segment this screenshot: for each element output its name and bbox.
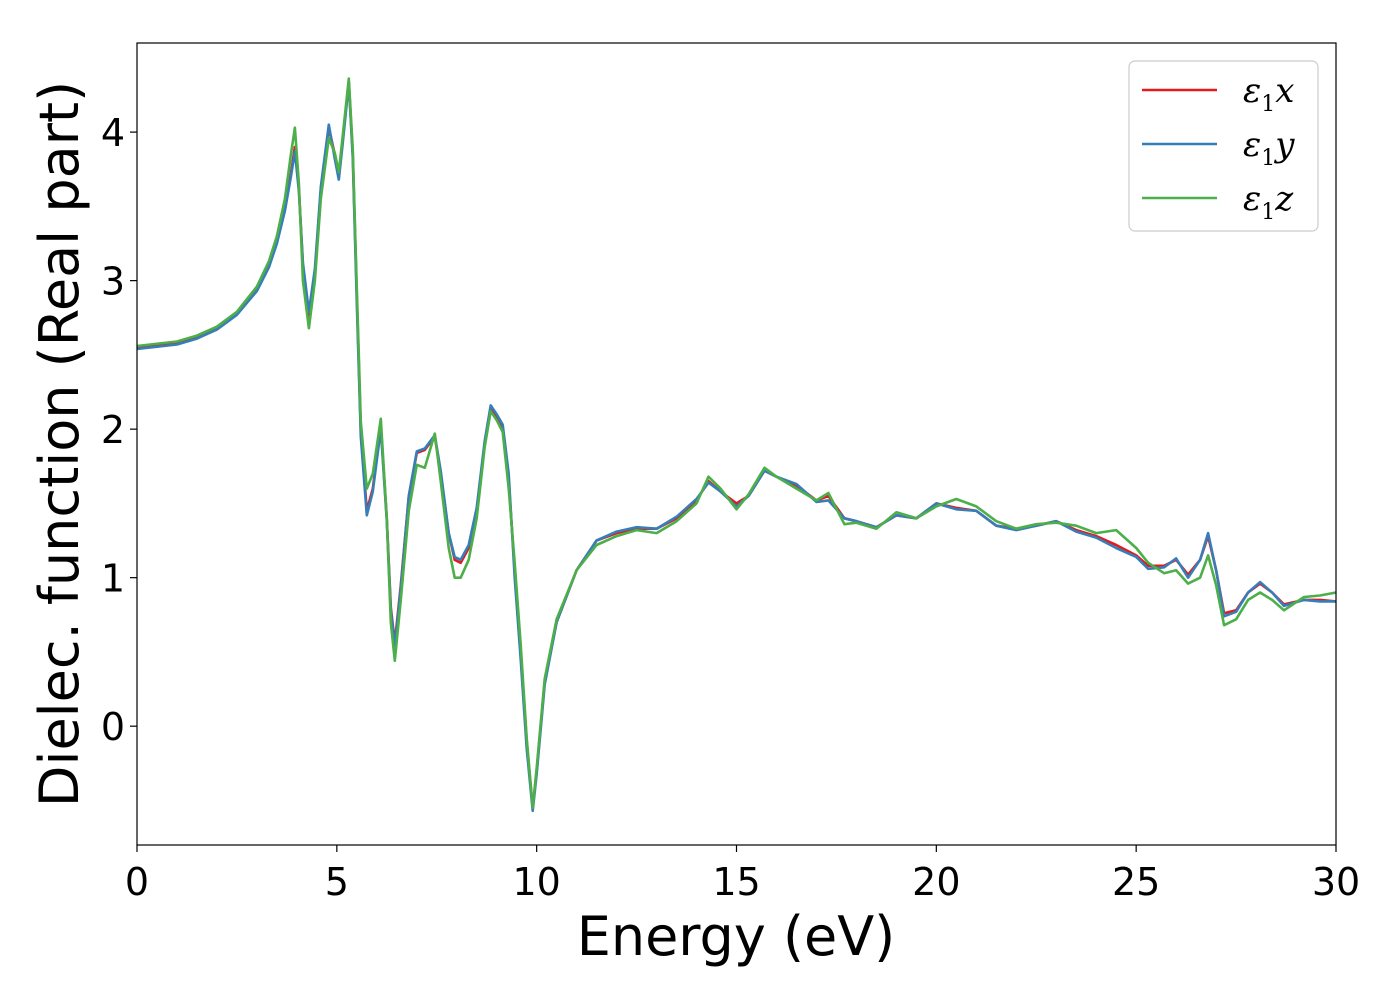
x-axis-ticks: 0 5 10 15 20 25 30 — [125, 845, 1360, 904]
x-tick-label: 15 — [712, 860, 760, 904]
y-tick-label: 4 — [101, 111, 125, 155]
y-tick-label: 3 — [101, 260, 125, 304]
y-tick-label: 2 — [101, 408, 125, 452]
x-tick-label: 25 — [1112, 860, 1160, 904]
x-tick-label: 0 — [125, 860, 149, 904]
y-axis-ticks: 0 1 2 3 4 — [101, 111, 137, 749]
x-axis-label: Energy (eV) — [577, 905, 896, 968]
legend-label-z: ε1z — [1243, 179, 1294, 225]
legend: ε1x ε1y ε1z — [1128, 60, 1319, 232]
x-tick-label: 30 — [1312, 860, 1360, 904]
x-tick-label: 10 — [512, 860, 560, 904]
legend-label-x: ε1x — [1243, 71, 1294, 117]
y-tick-label: 1 — [101, 557, 125, 601]
x-tick-label: 20 — [912, 860, 960, 904]
x-tick-label: 5 — [325, 860, 349, 904]
legend-label-y: ε1y — [1243, 125, 1295, 171]
y-axis-label: Dielec. function (Real part) — [28, 81, 91, 807]
legend-box — [1128, 60, 1319, 232]
series-line-z — [136, 77, 1337, 810]
series-layer — [136, 77, 1337, 813]
y-tick-label: 0 — [101, 705, 125, 749]
